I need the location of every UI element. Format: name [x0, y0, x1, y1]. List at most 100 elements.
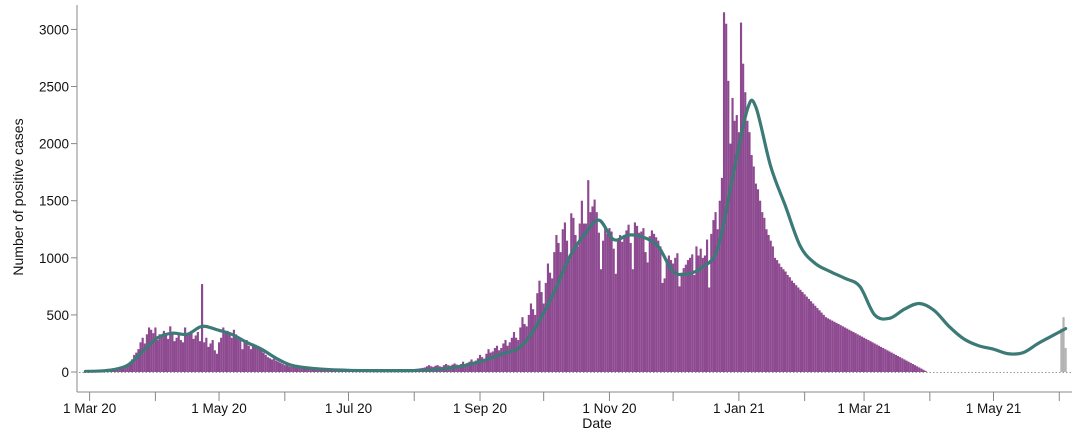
bar: [181, 342, 185, 372]
bar: [901, 358, 904, 372]
bar: [491, 351, 494, 372]
bar: [680, 272, 683, 372]
bar: [196, 332, 199, 372]
bar: [627, 224, 630, 372]
bar: [875, 344, 878, 372]
bar: [871, 342, 874, 372]
x-axis-ticks: 1 Mar 20 1 May 20 1 Jul 20 1 Sep 20 1 Nov 20…: [63, 392, 1060, 416]
bar: [812, 303, 815, 372]
bar: [892, 353, 895, 372]
bar: [137, 349, 140, 372]
bar: [296, 368, 299, 372]
bar: [470, 359, 473, 372]
bar: [646, 262, 649, 372]
provisional-bars: [1060, 317, 1067, 372]
bar: [669, 260, 673, 372]
bar: [529, 303, 533, 372]
bar: [485, 353, 488, 372]
provisional-bar: [1062, 317, 1065, 372]
bar: [720, 177, 723, 372]
bar: [468, 361, 471, 372]
bar: [527, 314, 530, 372]
bar: [661, 282, 664, 372]
bar: [863, 337, 866, 372]
bar: [317, 369, 320, 372]
bar: [922, 369, 925, 372]
bar: [610, 231, 613, 372]
bar: [676, 253, 679, 372]
bar: [795, 285, 798, 372]
y-axis-title: Number of positive cases: [10, 118, 26, 275]
bar: [792, 282, 796, 372]
bar: [313, 369, 316, 372]
bar: [833, 321, 836, 372]
bar: [924, 370, 927, 372]
bar: [888, 351, 891, 372]
bar: [124, 366, 127, 372]
bar: [750, 155, 753, 372]
bar: [616, 239, 620, 372]
bar: [198, 341, 202, 372]
bar: [561, 229, 564, 372]
bar: [746, 120, 749, 373]
bar: [294, 367, 297, 372]
bar: [220, 337, 223, 372]
bar: [186, 334, 189, 372]
bar: [510, 337, 513, 372]
bar: [167, 338, 170, 372]
bar: [498, 350, 501, 372]
bar: [211, 340, 214, 372]
provisional-bar: [1064, 348, 1067, 372]
bar: [686, 260, 690, 372]
bar: [761, 212, 764, 372]
bar: [695, 246, 698, 372]
bar: [247, 345, 250, 372]
bar: [873, 343, 876, 372]
bar: [756, 189, 760, 372]
bar: [213, 350, 216, 372]
bar: [184, 327, 187, 372]
bar: [731, 97, 734, 372]
bar: [502, 343, 505, 372]
bar: [523, 324, 526, 372]
bar: [190, 330, 193, 372]
bar: [625, 230, 628, 372]
bar: [835, 322, 838, 372]
daily-cases-bars: [86, 12, 927, 373]
bar: [205, 337, 208, 372]
bar: [776, 260, 779, 372]
bar: [824, 317, 827, 372]
bar: [877, 345, 881, 372]
bar: [478, 354, 482, 372]
bar: [633, 222, 637, 372]
bar: [307, 369, 310, 372]
bar: [674, 257, 677, 372]
x-tick-label: 1 Nov 20: [582, 401, 636, 416]
bar: [466, 362, 469, 372]
bar: [759, 200, 762, 372]
bar: [722, 12, 726, 372]
bar: [251, 343, 255, 372]
bar: [143, 343, 146, 372]
bar: [725, 23, 728, 373]
bar: [574, 234, 577, 372]
bar: [882, 348, 885, 372]
bar: [319, 369, 322, 372]
bar: [729, 143, 732, 372]
bar: [283, 365, 286, 372]
x-tick-label: 1 May 21: [966, 401, 1022, 416]
y-tick-label: 1500: [39, 194, 69, 209]
bar: [778, 263, 781, 372]
bar: [504, 340, 507, 372]
bar: [130, 359, 134, 372]
bar: [582, 223, 586, 372]
bar: [763, 217, 766, 372]
bar: [797, 287, 800, 372]
bar: [905, 360, 908, 372]
provisional-bar: [1060, 328, 1063, 372]
bar: [194, 335, 197, 372]
bar: [311, 369, 314, 372]
bar: [920, 368, 923, 372]
bar: [814, 305, 817, 372]
bar: [852, 332, 855, 372]
